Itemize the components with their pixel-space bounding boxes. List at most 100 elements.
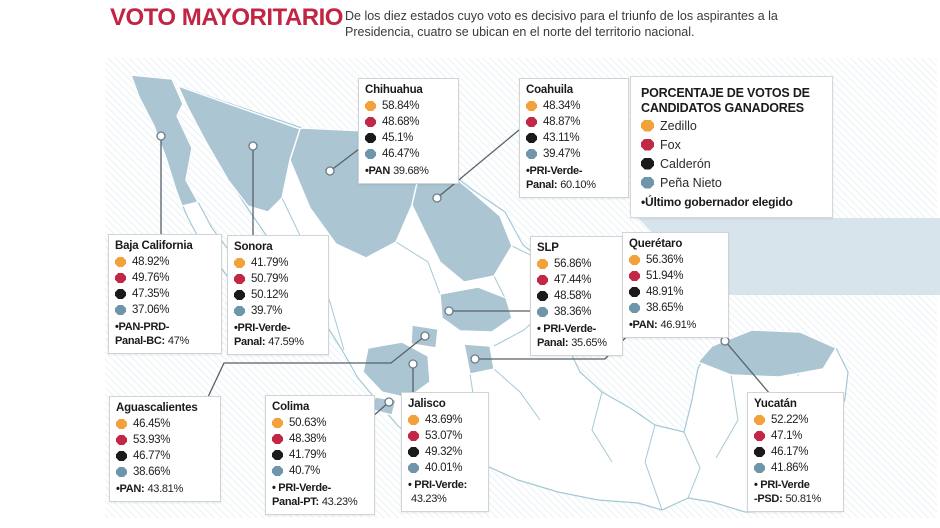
pena-nieto-bullet-icon: [115, 305, 126, 315]
fox-percent: 48.68%: [382, 116, 420, 128]
calderon-percent: 41.79%: [289, 449, 327, 461]
state-baja-california: [130, 74, 199, 207]
value-row: 56.86%: [537, 256, 617, 272]
anchor-queretaro: [470, 354, 480, 364]
value-row: 43.11%: [526, 130, 623, 146]
value-row: 49.76%: [115, 270, 216, 286]
value-row: 58.84%: [365, 98, 453, 114]
calderon-bullet-icon: [526, 133, 537, 143]
pena-nieto-percent: 41.86%: [771, 462, 809, 474]
legend-item-fox: Fox: [641, 135, 823, 154]
calderon-percent: 45.1%: [382, 132, 414, 144]
legend-title: PORCENTAJE DE VOTOS DE CANDIDATOS GANADOR…: [641, 86, 810, 115]
pena-nieto-percent: 46.47%: [382, 148, 420, 160]
fox-percent: 51.94%: [646, 270, 684, 282]
zedillo-percent: 50.63%: [289, 417, 327, 429]
calderon-bullet-icon: [116, 451, 127, 461]
value-row: 40.01%: [408, 460, 483, 476]
pena-nieto-bullet-icon: [629, 303, 640, 313]
calderon-percent: 48.91%: [646, 286, 684, 298]
value-row: 53.07%: [408, 428, 483, 444]
value-row: 56.36%: [629, 252, 723, 268]
zedillo-bullet-icon: [234, 258, 245, 268]
state-box-baja-california: Baja California 48.92% 49.76% 47.35% 37.…: [108, 234, 222, 354]
legend-item-zedillo: Zedillo: [641, 116, 823, 135]
value-row: 51.94%: [629, 268, 723, 284]
fox-bullet-icon: [537, 275, 548, 285]
zedillo-percent: 52.22%: [771, 414, 809, 426]
state-slp: [439, 286, 513, 333]
pena-nieto-percent: 39.7%: [251, 305, 283, 317]
fox-bullet-icon: [365, 117, 376, 127]
zedillo-percent: 46.45%: [133, 418, 171, 430]
fox-percent: 53.07%: [425, 430, 463, 442]
value-row: 50.12%: [234, 287, 323, 303]
calderon-bullet-icon: [537, 291, 548, 301]
value-row: 48.68%: [365, 114, 453, 130]
anchor-chihuahua: [325, 166, 335, 176]
pena-nieto-bullet-icon: [365, 149, 376, 159]
governor-footer: • PRI-Verde: 43.23%: [408, 479, 467, 505]
state-box-coahuila: Coahuila 48.34% 48.87% 43.11% 39.47% •PR…: [519, 78, 629, 198]
state-box-aguascalientes: Aguascalientes 46.45% 53.93% 46.77% 38.6…: [109, 396, 221, 502]
state-name: Sonora: [234, 241, 273, 253]
governor-footer: • PRI-Verde- Panal: 35.65%: [537, 323, 607, 349]
fox-bullet-icon: [629, 271, 640, 281]
state-name: Querétaro: [629, 238, 683, 250]
value-row: 48.92%: [115, 254, 216, 270]
pena-nieto-bullet-icon: [116, 467, 127, 477]
pena-nieto-bullet-icon: [754, 463, 765, 473]
fox-bullet-icon: [116, 435, 127, 445]
legend-label: Peña Nieto: [660, 175, 722, 190]
governor-footer: •PRI-Verde- Panal: 47.59%: [234, 322, 304, 348]
fox-bullet-icon: [408, 431, 419, 441]
state-box-sonora: Sonora 41.79% 50.79% 50.12% 39.7% •PRI-V…: [227, 235, 329, 355]
governor-footer: •PAN: 43.81%: [116, 483, 183, 495]
legend-item-pena-nieto: Peña Nieto: [641, 173, 823, 192]
pena-nieto-percent: 38.36%: [554, 306, 592, 318]
state-box-jalisco: Jalisco 43.69% 53.07% 49.32% 40.01% • PR…: [401, 392, 489, 512]
zedillo-percent: 43.69%: [425, 414, 463, 426]
calderon-percent: 46.77%: [133, 450, 171, 462]
fox-percent: 53.93%: [133, 434, 171, 446]
pena-nieto-percent: 39.47%: [543, 148, 581, 160]
calderon-percent: 43.11%: [543, 132, 580, 144]
state-box-chihuahua: Chihuahua 58.84% 48.68% 45.1% 46.47% •PA…: [358, 78, 459, 184]
zedillo-percent: 56.36%: [646, 254, 684, 266]
zedillo-bullet-icon: [408, 415, 419, 425]
value-row: 46.17%: [754, 444, 838, 460]
value-row: 41.86%: [754, 460, 838, 476]
value-row: 48.34%: [526, 98, 623, 114]
zedillo-bullet-icon: [272, 418, 283, 428]
fox-percent: 47.1%: [771, 430, 803, 442]
legend-label: Calderón: [660, 156, 711, 171]
value-row: 38.66%: [116, 464, 215, 480]
state-box-yucatan: Yucatán 52.22% 47.1% 46.17% 41.86% • PRI…: [747, 392, 844, 512]
calderon-bullet-icon: [234, 290, 245, 300]
legend-footnote: •Último gobernador elegido: [641, 195, 793, 209]
governor-footer: •PAN-PRD- Panal-BC: 47%: [115, 321, 189, 347]
value-row: 47.1%: [754, 428, 838, 444]
value-row: 50.63%: [272, 415, 369, 431]
pena-nieto-bullet-icon: [526, 149, 537, 159]
state-name: Yucatán: [754, 398, 797, 410]
fox-bullet-icon: [754, 431, 765, 441]
page-title: VOTO MAYORITARIO: [110, 4, 343, 31]
pena-nieto-percent: 38.66%: [133, 466, 171, 478]
fox-bullet-icon: [234, 274, 245, 284]
legend-label: Fox: [660, 137, 681, 152]
pena-nieto-color-icon: [641, 176, 654, 189]
zedillo-percent: 48.92%: [132, 256, 170, 268]
governor-footer: •PRI-Verde- Panal: 60.10%: [526, 165, 596, 191]
value-row: 48.91%: [629, 284, 723, 300]
fox-percent: 47.44%: [554, 274, 592, 286]
pena-nieto-bullet-icon: [537, 307, 548, 317]
calderon-percent: 50.12%: [251, 289, 289, 301]
state-name: Colima: [272, 401, 310, 413]
calderon-percent: 46.17%: [771, 446, 809, 458]
zedillo-percent: 56.86%: [554, 258, 592, 270]
value-row: 48.87%: [526, 114, 623, 130]
value-row: 39.7%: [234, 303, 323, 319]
fox-percent: 49.76%: [132, 272, 170, 284]
governor-footer: •PAN: 46.91%: [629, 319, 696, 331]
